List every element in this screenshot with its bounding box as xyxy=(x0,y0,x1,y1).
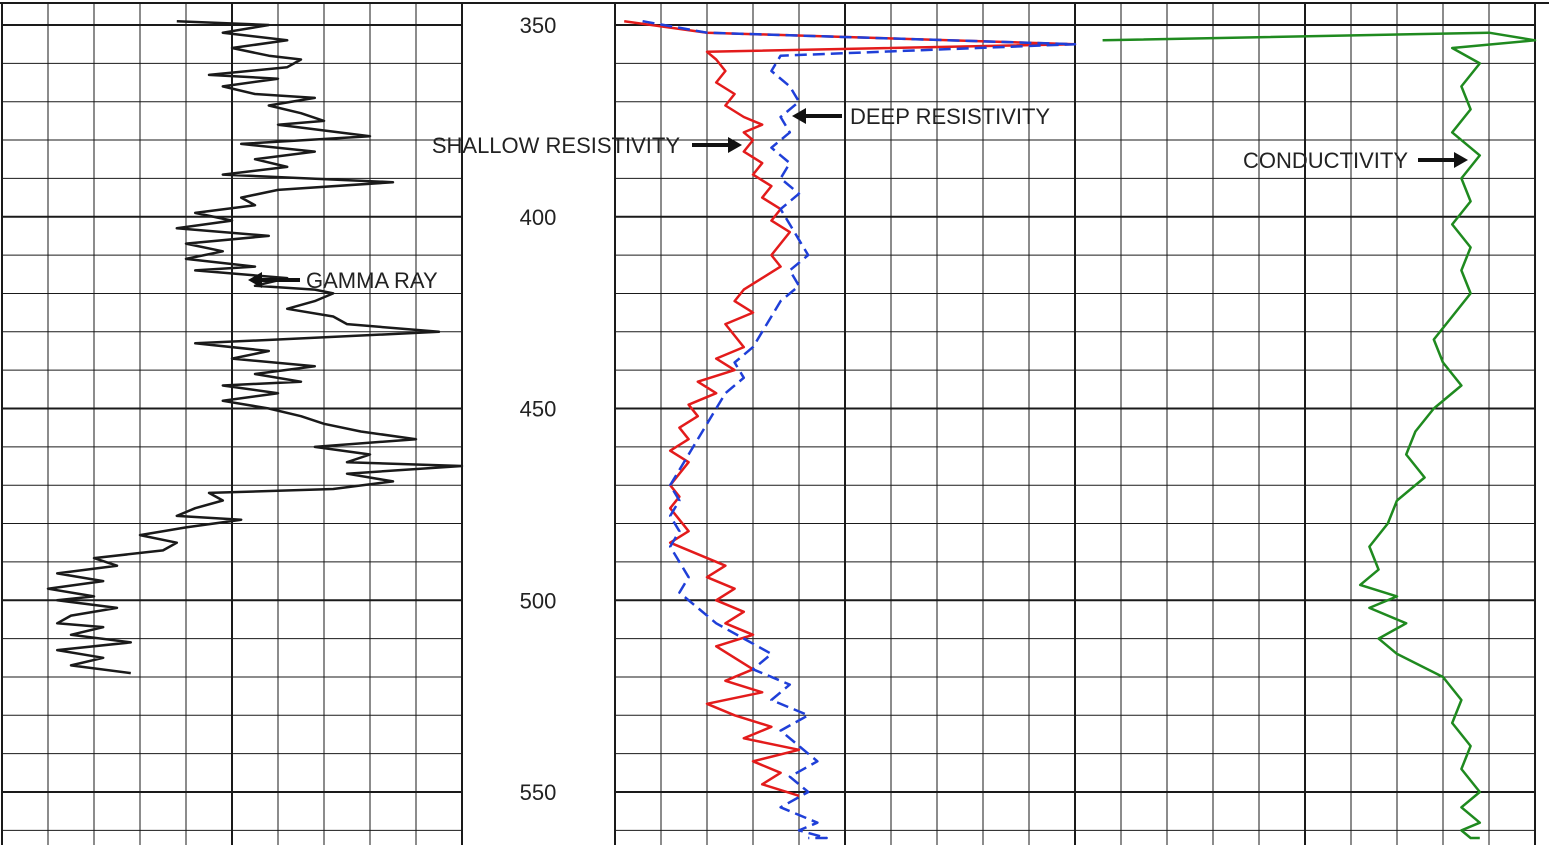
arrow-head-icon xyxy=(248,272,262,288)
depth-tick-label: 400 xyxy=(520,205,557,230)
conductivity-curve xyxy=(1102,31,1537,840)
annotation-deep: DEEP RESISTIVITY xyxy=(792,104,1050,129)
conductivity-annotation-label: CONDUCTIVITY xyxy=(1243,148,1408,173)
depth-labels: 350 400 450 500 550 xyxy=(520,13,557,805)
shallow-curve xyxy=(624,19,1077,797)
depth-tick-label: 450 xyxy=(520,397,557,422)
depth-tick-label: 500 xyxy=(520,588,557,613)
deep-annotation-label: DEEP RESISTIVITY xyxy=(850,104,1050,129)
curves xyxy=(46,19,1537,840)
gamma-annotation-label: GAMMA RAY xyxy=(306,268,438,293)
annotation-shallow: SHALLOW RESISTIVITY xyxy=(432,133,742,158)
annotations: GAMMA RAY SHALLOW RESISTIVITY DEEP RESISTI… xyxy=(248,104,1468,293)
track-1-grid xyxy=(614,4,1076,845)
annotation-gamma: GAMMA RAY xyxy=(248,268,438,293)
track-0-grid xyxy=(1,4,463,845)
arrow-head-icon xyxy=(1454,152,1468,168)
track-2-grid xyxy=(1074,4,1536,845)
depth-tick-label: 350 xyxy=(520,13,557,38)
arrow-head-icon xyxy=(792,108,806,124)
gamma-curve xyxy=(46,19,464,675)
deep-curve xyxy=(642,19,1077,840)
arrow-head-icon xyxy=(728,137,742,153)
depth-tick-label: 550 xyxy=(520,780,557,805)
shallow-annotation-label: SHALLOW RESISTIVITY xyxy=(432,133,680,158)
annotation-conductivity: CONDUCTIVITY xyxy=(1243,148,1468,173)
